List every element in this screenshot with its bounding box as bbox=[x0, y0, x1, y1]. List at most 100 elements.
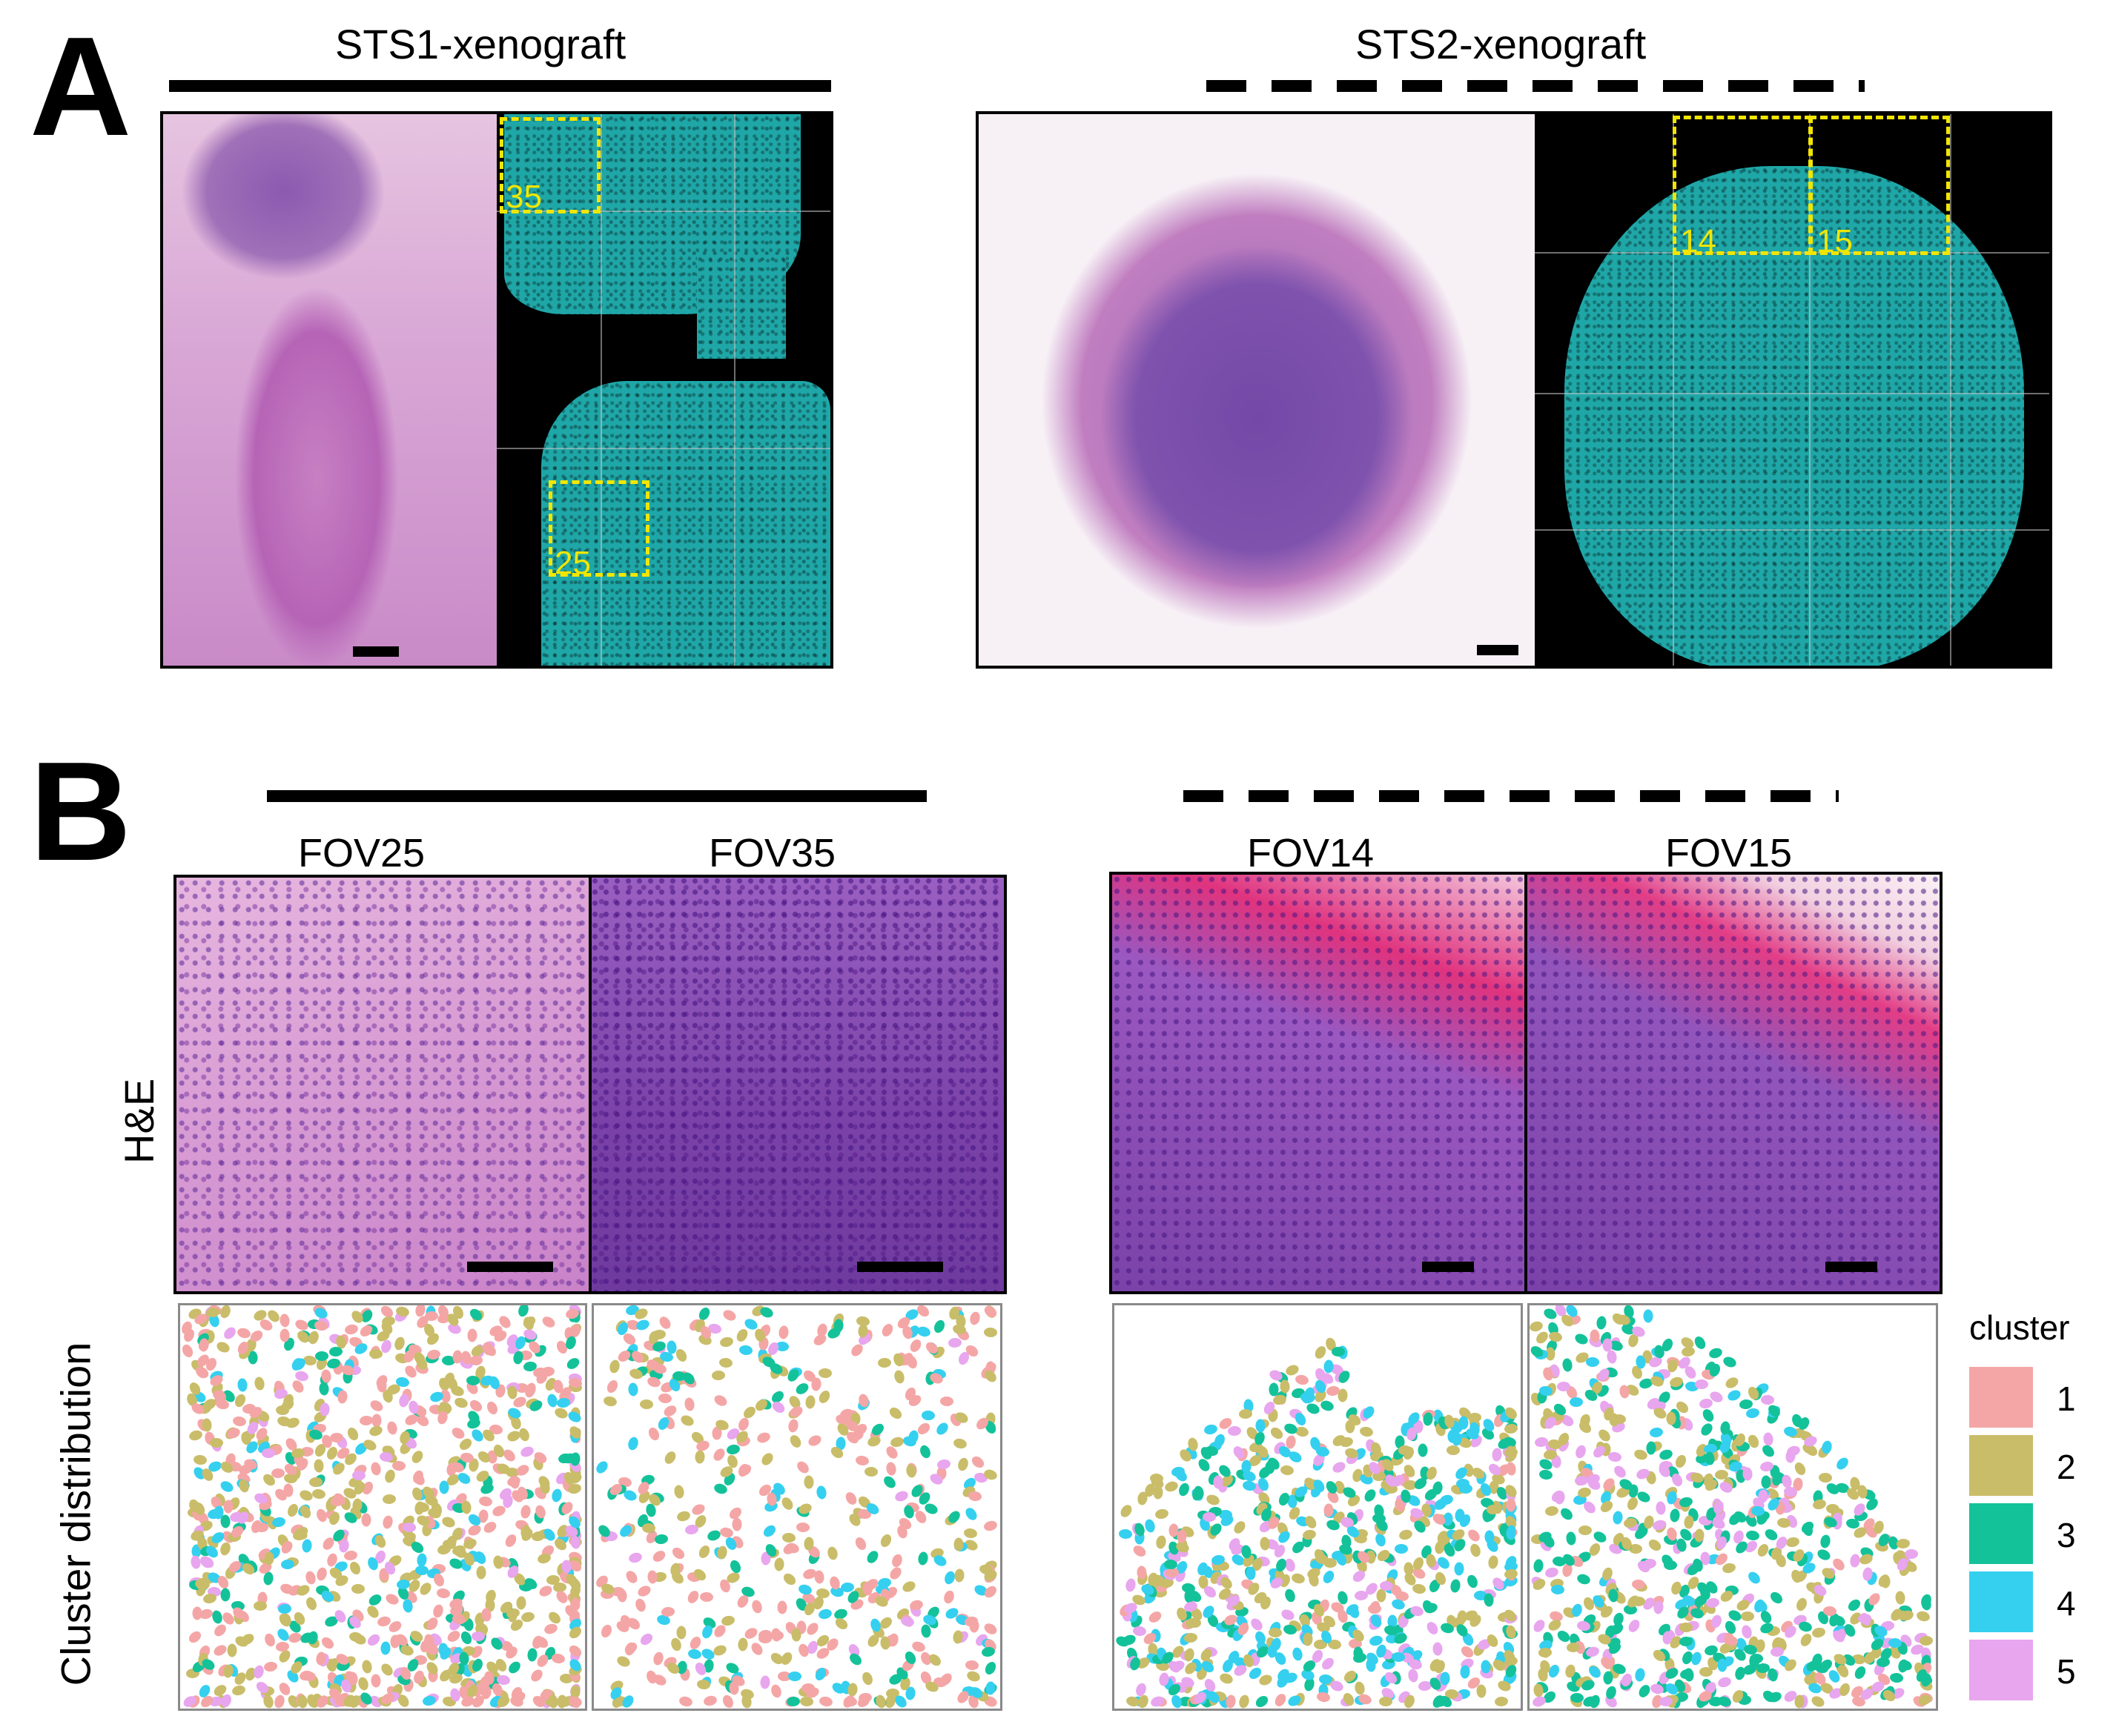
cell-dot bbox=[1555, 1628, 1572, 1644]
cell-dot bbox=[761, 1523, 778, 1540]
cell-dot bbox=[1354, 1590, 1369, 1602]
cell-dot bbox=[1447, 1445, 1461, 1455]
fov25-he-image bbox=[176, 878, 589, 1291]
cell-dot bbox=[1487, 1554, 1499, 1570]
cell-dot bbox=[882, 1474, 899, 1491]
cell-dot bbox=[1757, 1489, 1769, 1504]
grid-line bbox=[1809, 114, 1811, 666]
cell-dot bbox=[1353, 1680, 1366, 1696]
cell-dot bbox=[635, 1583, 652, 1599]
cell-dot bbox=[1669, 1508, 1681, 1523]
cell-dot bbox=[1578, 1525, 1593, 1535]
cell-dot bbox=[1131, 1543, 1148, 1559]
cell-dot bbox=[421, 1694, 437, 1707]
cell-dot bbox=[982, 1520, 999, 1533]
grid-line bbox=[1950, 114, 1951, 666]
grid-line bbox=[734, 114, 735, 666]
cell-dot bbox=[887, 1405, 905, 1422]
cell-dot bbox=[826, 1545, 839, 1561]
cell-dot bbox=[711, 1446, 727, 1463]
cell-dot bbox=[1331, 1347, 1345, 1357]
cell-dot bbox=[344, 1322, 360, 1336]
cell-dot bbox=[432, 1603, 445, 1619]
cell-dot bbox=[778, 1650, 795, 1668]
cell-dot bbox=[403, 1522, 417, 1533]
cell-dot bbox=[1367, 1603, 1381, 1614]
legend-swatch-2 bbox=[1969, 1435, 2033, 1496]
cell-dot bbox=[1237, 1694, 1252, 1709]
he-sts2-images bbox=[1109, 872, 1943, 1294]
cell-dot bbox=[738, 1637, 749, 1652]
cell-dot bbox=[1760, 1442, 1777, 1460]
cell-dot bbox=[965, 1659, 979, 1671]
cell-dot bbox=[864, 1548, 881, 1566]
fov35-cluster-plot bbox=[592, 1303, 1002, 1711]
cell-dot bbox=[796, 1522, 810, 1533]
cell-dot bbox=[1227, 1425, 1241, 1437]
cell-dot bbox=[1269, 1627, 1283, 1638]
cell-dot bbox=[432, 1571, 446, 1588]
cell-dot bbox=[759, 1451, 776, 1468]
fov14-number: 14 bbox=[1680, 223, 1716, 259]
cell-dot bbox=[907, 1337, 924, 1354]
fov25-number: 25 bbox=[555, 545, 591, 581]
cell-dot bbox=[1407, 1668, 1420, 1683]
cell-dot bbox=[639, 1399, 654, 1409]
cell-dot bbox=[770, 1627, 782, 1642]
sts2-bar bbox=[1206, 80, 1865, 92]
cell-dot bbox=[1531, 1617, 1547, 1634]
divider bbox=[1524, 875, 1527, 1291]
cell-dot bbox=[1707, 1346, 1724, 1360]
cell-dot bbox=[602, 1394, 618, 1408]
cell-dot bbox=[1319, 1399, 1336, 1413]
cell-dot bbox=[297, 1694, 308, 1709]
cell-dot bbox=[1636, 1489, 1653, 1505]
cell-dot bbox=[1124, 1577, 1137, 1593]
grid-line bbox=[1535, 393, 2049, 394]
cell-dot bbox=[813, 1569, 825, 1585]
cell-dot bbox=[1362, 1487, 1378, 1504]
divider bbox=[589, 878, 592, 1291]
cell-dot bbox=[467, 1306, 484, 1323]
cell-dot bbox=[1745, 1569, 1762, 1586]
cell-dot bbox=[1700, 1407, 1716, 1424]
legend-label-3: 3 bbox=[2057, 1516, 2076, 1554]
cell-dot bbox=[1768, 1589, 1785, 1606]
cell-dot bbox=[721, 1693, 735, 1709]
cell-dot bbox=[635, 1317, 651, 1332]
cell-dot bbox=[727, 1505, 744, 1521]
cell-dot bbox=[1717, 1658, 1727, 1672]
he-sts1-images bbox=[173, 875, 1007, 1294]
cell-dot bbox=[1458, 1416, 1469, 1430]
cell-dot bbox=[690, 1502, 707, 1517]
cell-dot bbox=[1819, 1534, 1832, 1549]
cell-dot bbox=[219, 1541, 233, 1557]
cell-dot bbox=[921, 1410, 936, 1420]
cell-dot bbox=[738, 1345, 753, 1356]
cell-dot bbox=[231, 1684, 247, 1697]
sts2-he-overview bbox=[979, 114, 1535, 666]
cell-dot bbox=[758, 1305, 775, 1320]
cell-dot bbox=[380, 1641, 391, 1655]
cell-dot bbox=[436, 1587, 451, 1600]
cell-dot bbox=[953, 1437, 968, 1450]
cell-dot bbox=[314, 1351, 328, 1361]
scale-bar bbox=[467, 1262, 553, 1272]
cell-dot bbox=[1315, 1691, 1331, 1703]
cell-dot bbox=[565, 1356, 582, 1372]
cell-dot bbox=[885, 1461, 898, 1477]
cell-dot bbox=[1205, 1493, 1221, 1507]
if-tissue-upper bbox=[504, 114, 801, 314]
cell-dot bbox=[1137, 1491, 1148, 1506]
cell-dot bbox=[372, 1533, 388, 1550]
cell-dot bbox=[817, 1608, 833, 1621]
cell-dot bbox=[369, 1461, 383, 1477]
cell-dot bbox=[781, 1532, 796, 1543]
cell-dot bbox=[416, 1553, 428, 1568]
cell-dot bbox=[810, 1376, 822, 1392]
cell-dot bbox=[1556, 1381, 1570, 1391]
cell-dot bbox=[678, 1695, 693, 1708]
cell-dot bbox=[392, 1336, 406, 1352]
cell-dot bbox=[280, 1559, 295, 1570]
cell-dot bbox=[1626, 1617, 1642, 1634]
